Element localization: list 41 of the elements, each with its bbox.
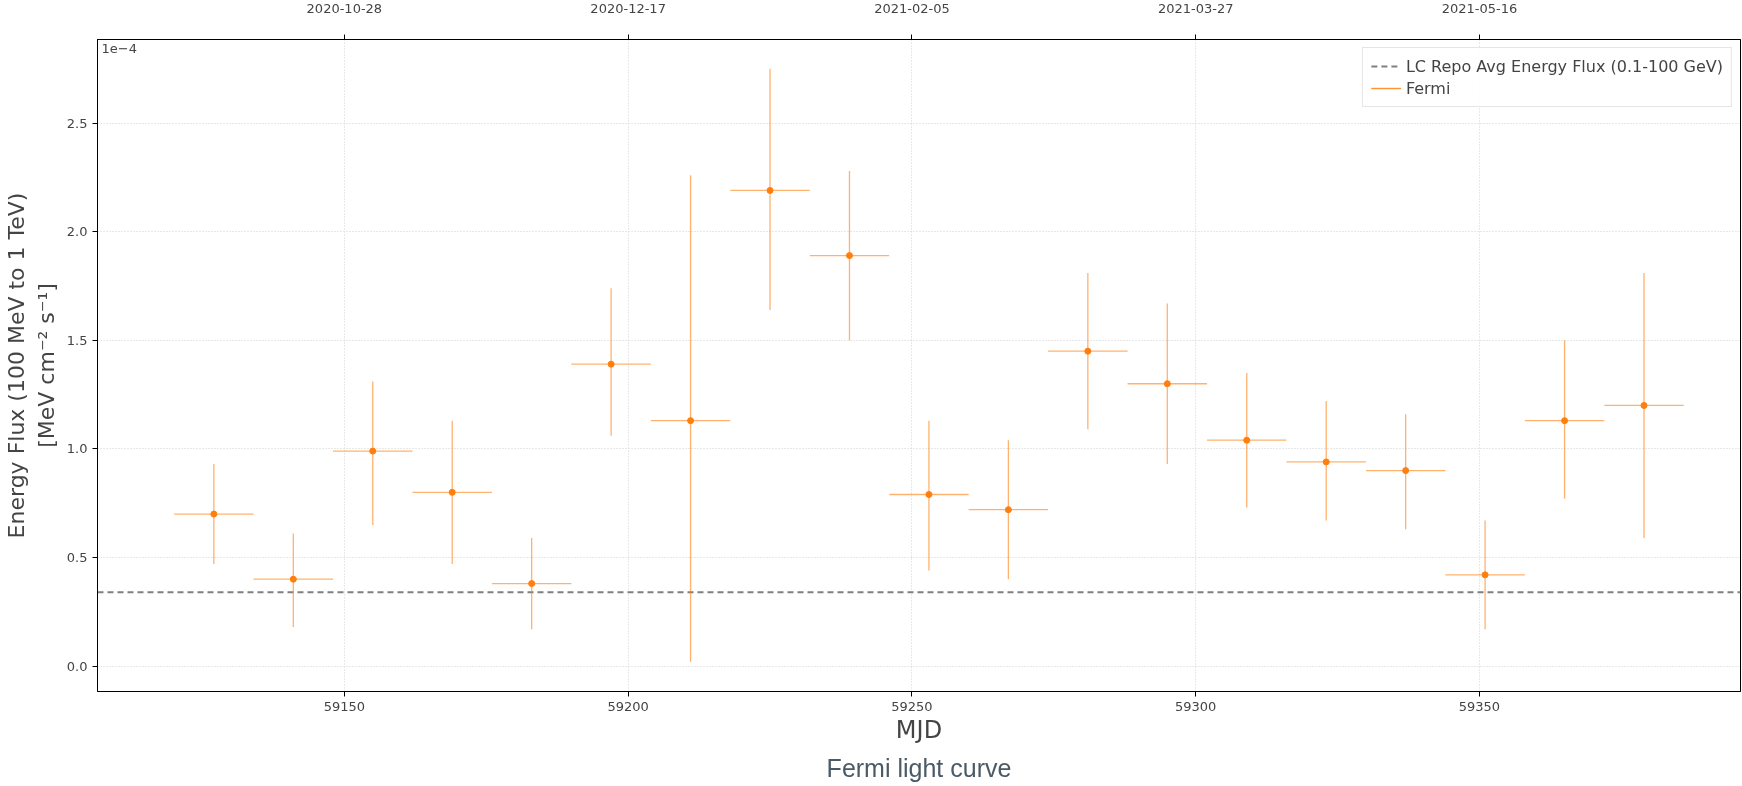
point — [1243, 436, 1251, 444]
point — [528, 580, 536, 588]
point — [1163, 380, 1171, 388]
annotation: 1e−4 — [101, 40, 137, 56]
x-tick-label: 59250 — [891, 698, 933, 714]
point — [925, 491, 933, 498]
x2-tick-label: 2020-12-17 — [590, 0, 666, 16]
x2-tick-label: 2021-05-16 — [1441, 0, 1518, 16]
x2-tick-label: 2021-03-27 — [1157, 0, 1234, 16]
y-axis-title: Energy Flux (100 MeV to 1 TeV) [MeV cm⁻² s⁻¹] — [3, 192, 59, 539]
point — [607, 360, 615, 368]
x2-tick-label: 2021-02-05 — [874, 0, 950, 16]
y-tick-label: 0.0 — [66, 658, 88, 674]
x-tick-label: 59300 — [1174, 698, 1217, 714]
x-tick-label: 59200 — [607, 698, 649, 714]
point — [289, 575, 297, 583]
y-tick-label: 2.5 — [66, 115, 88, 131]
point — [448, 488, 456, 496]
y-tick-label: 1.0 — [66, 441, 88, 457]
text: Fermi light curve — [826, 753, 1012, 782]
point — [1561, 417, 1569, 425]
y-tick-label: 0.5 — [66, 549, 88, 565]
y-tick-label: 2.0 — [66, 224, 88, 240]
point — [210, 510, 218, 518]
legend-label: Fermi — [1405, 78, 1451, 98]
x-axis-title: MJD — [895, 715, 943, 744]
point — [1481, 571, 1489, 579]
point — [1004, 506, 1012, 514]
point — [1322, 458, 1330, 466]
point — [369, 447, 377, 455]
point — [1640, 401, 1648, 409]
point — [687, 417, 695, 425]
point — [1084, 347, 1092, 355]
legend-label: LC Repo Avg Energy Flux (0.1-100 GeV) — [1405, 56, 1723, 76]
point — [766, 186, 774, 194]
point — [845, 252, 853, 260]
y-tick-label: 1.5 — [66, 332, 88, 348]
x2-tick-label: 2020-10-28 — [306, 0, 383, 16]
x-tick-label: 59350 — [1458, 698, 1501, 714]
x-tick-label: 59150 — [323, 698, 366, 714]
point — [1402, 467, 1410, 475]
